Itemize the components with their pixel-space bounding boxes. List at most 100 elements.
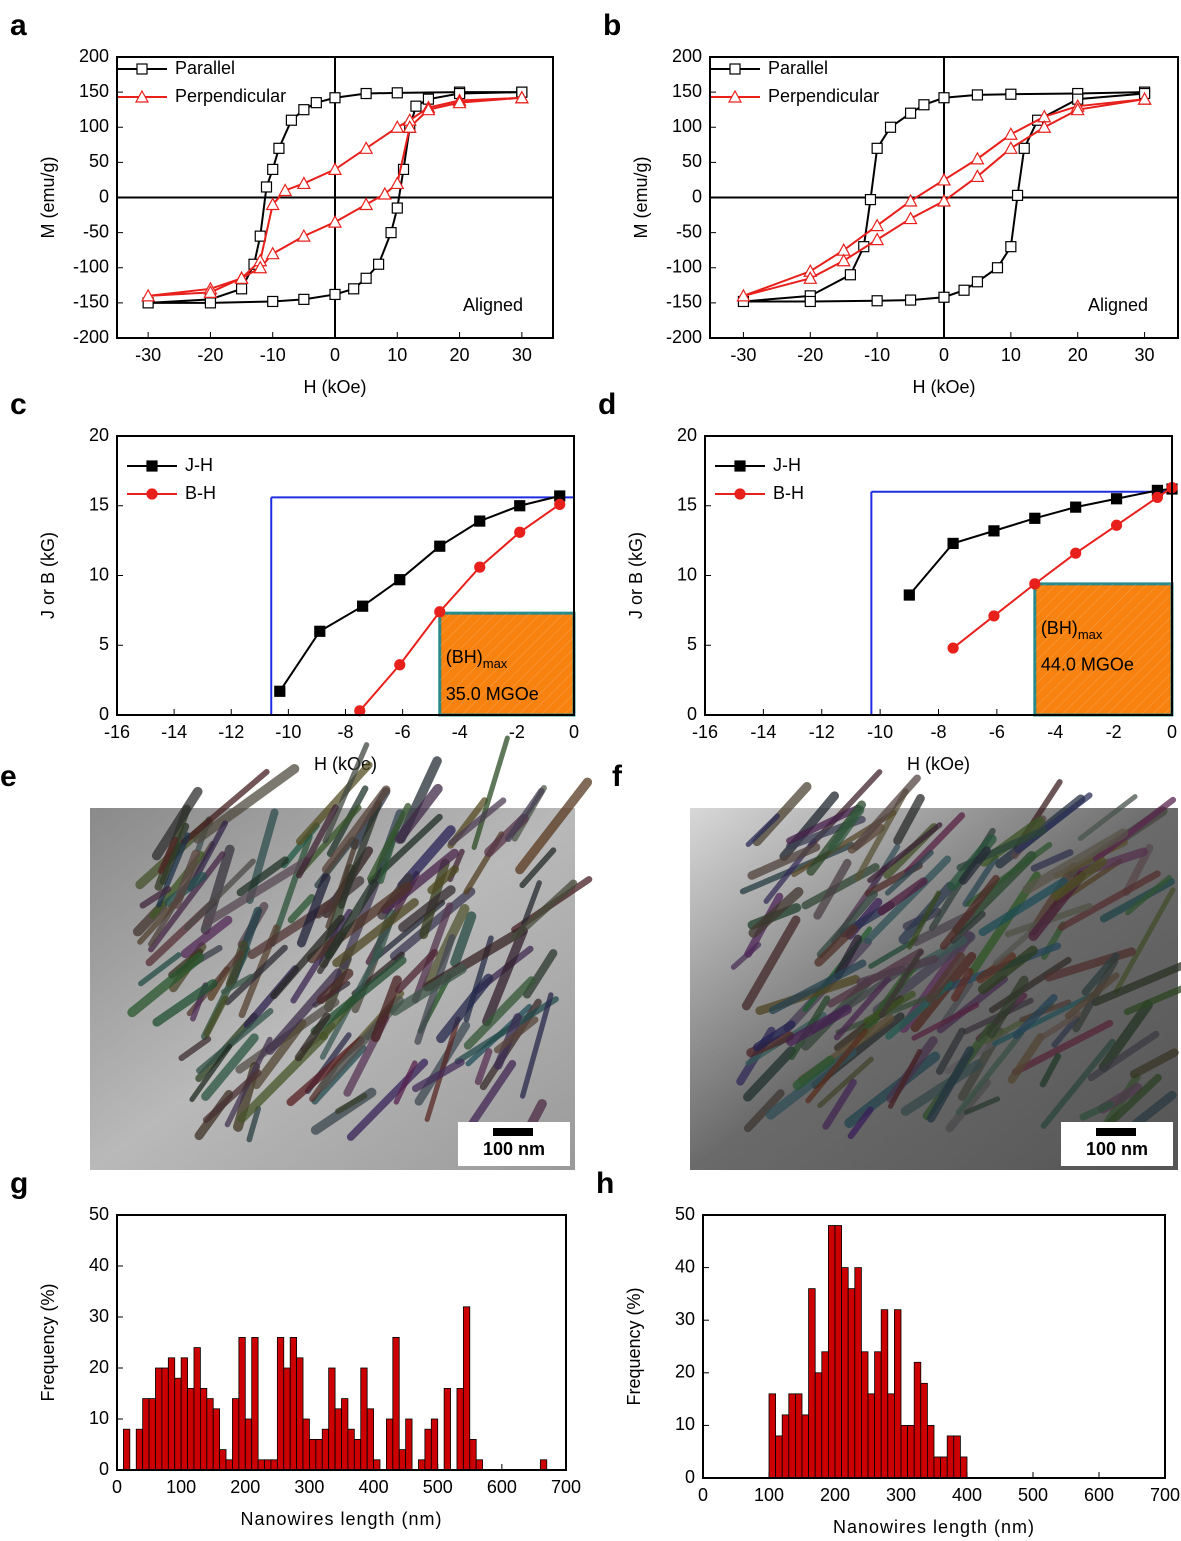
x-tick-label: 100 <box>754 1485 784 1505</box>
nanowire <box>394 948 439 994</box>
panel-letter: b <box>603 9 621 42</box>
nanowire <box>337 800 382 909</box>
x-tick-label: 300 <box>294 1477 324 1497</box>
marker <box>296 176 311 190</box>
bar <box>462 1306 471 1471</box>
y-tick-label: 100 <box>672 116 702 136</box>
annotation: (BH)max <box>1041 618 1103 643</box>
legend-marker <box>729 63 741 75</box>
marker <box>1070 501 1082 513</box>
bar <box>257 1459 265 1471</box>
x-tick-label: -10 <box>864 345 890 365</box>
marker <box>1005 88 1017 100</box>
marker <box>947 642 959 654</box>
y-tick-label: 40 <box>89 1255 109 1275</box>
y-tick-label: -100 <box>73 257 109 277</box>
nanowire <box>295 804 339 879</box>
nanowire <box>906 890 942 950</box>
nanowire <box>1051 857 1107 901</box>
nanowire <box>786 804 862 845</box>
marker <box>204 297 217 309</box>
y-tick-label: 20 <box>677 425 697 445</box>
marker <box>348 283 360 295</box>
nanowire <box>189 1043 233 1102</box>
marker <box>394 659 406 671</box>
nanowire <box>1123 985 1181 1016</box>
nanowire <box>977 945 1038 995</box>
nanowire <box>138 952 182 987</box>
nanowire <box>867 822 943 884</box>
nanowire <box>471 735 510 850</box>
marker <box>377 186 392 200</box>
bar <box>174 1377 182 1471</box>
y-tick-label: 5 <box>99 634 109 654</box>
legend-marker <box>146 460 158 472</box>
x-tick-label: 400 <box>359 1477 389 1497</box>
x-tick-label: 30 <box>1135 345 1155 365</box>
marker <box>360 272 372 284</box>
nanowire <box>307 881 412 964</box>
nanowire <box>814 924 858 967</box>
nanowire <box>748 886 804 938</box>
y-axis-title: J or B (kG) <box>38 532 58 619</box>
marker <box>1151 491 1164 503</box>
marker <box>254 230 266 242</box>
nanowire <box>390 964 467 1016</box>
marker <box>1029 512 1041 524</box>
nanowire <box>448 797 507 846</box>
nanowire <box>224 944 288 1006</box>
nanowire <box>172 849 201 909</box>
x-tick-label: -2 <box>1106 722 1122 742</box>
nanowire <box>851 774 921 851</box>
annotation-main: (BH) <box>446 647 483 667</box>
bar <box>328 1367 336 1471</box>
nanowire <box>741 915 801 1011</box>
bar <box>135 1428 144 1471</box>
marker <box>870 232 885 246</box>
marker <box>265 197 280 211</box>
legend-label: Parallel <box>768 58 828 78</box>
nanowire <box>178 1036 212 1062</box>
nanowire <box>1012 993 1058 1040</box>
nanowire <box>466 1059 517 1130</box>
marker <box>327 162 343 175</box>
nanowire <box>950 967 974 1002</box>
annotation: Aligned <box>463 295 523 315</box>
x-tick-label: 700 <box>1150 1485 1180 1505</box>
marker <box>203 285 218 298</box>
marker <box>373 258 385 270</box>
x-tick-label: 200 <box>230 1477 260 1497</box>
marker <box>804 295 816 308</box>
nanowire <box>454 996 559 1065</box>
nanowire <box>1098 1000 1153 1072</box>
plot-frame <box>702 1214 1166 1479</box>
panel-letter: g <box>10 1167 28 1200</box>
x-tick-label: -4 <box>1047 722 1063 742</box>
bar <box>155 1367 163 1471</box>
nanowire <box>1093 796 1177 863</box>
x-tick-label: 0 <box>330 345 340 365</box>
bar <box>270 1459 278 1471</box>
y-tick-label: 10 <box>89 1408 109 1428</box>
marker <box>452 95 467 109</box>
y-tick-label: 5 <box>687 634 697 654</box>
annotation-sub: max <box>483 657 508 672</box>
marker <box>936 172 952 186</box>
bar <box>443 1388 451 1471</box>
bar <box>309 1439 317 1471</box>
nanowire <box>935 1027 966 1075</box>
marker <box>314 625 326 637</box>
y-tick-label: 200 <box>79 46 109 66</box>
marker <box>938 92 950 104</box>
marker <box>474 515 486 527</box>
nanowire <box>992 991 1096 1047</box>
bar <box>206 1398 214 1471</box>
bar <box>808 1288 816 1479</box>
legend-label: J-H <box>773 455 801 475</box>
nanowire <box>295 761 373 846</box>
x-tick-label: -30 <box>730 345 756 365</box>
nanowire <box>813 858 852 920</box>
series-line <box>359 503 561 712</box>
y-tick-label: 150 <box>672 81 702 101</box>
nanowire <box>324 878 379 960</box>
